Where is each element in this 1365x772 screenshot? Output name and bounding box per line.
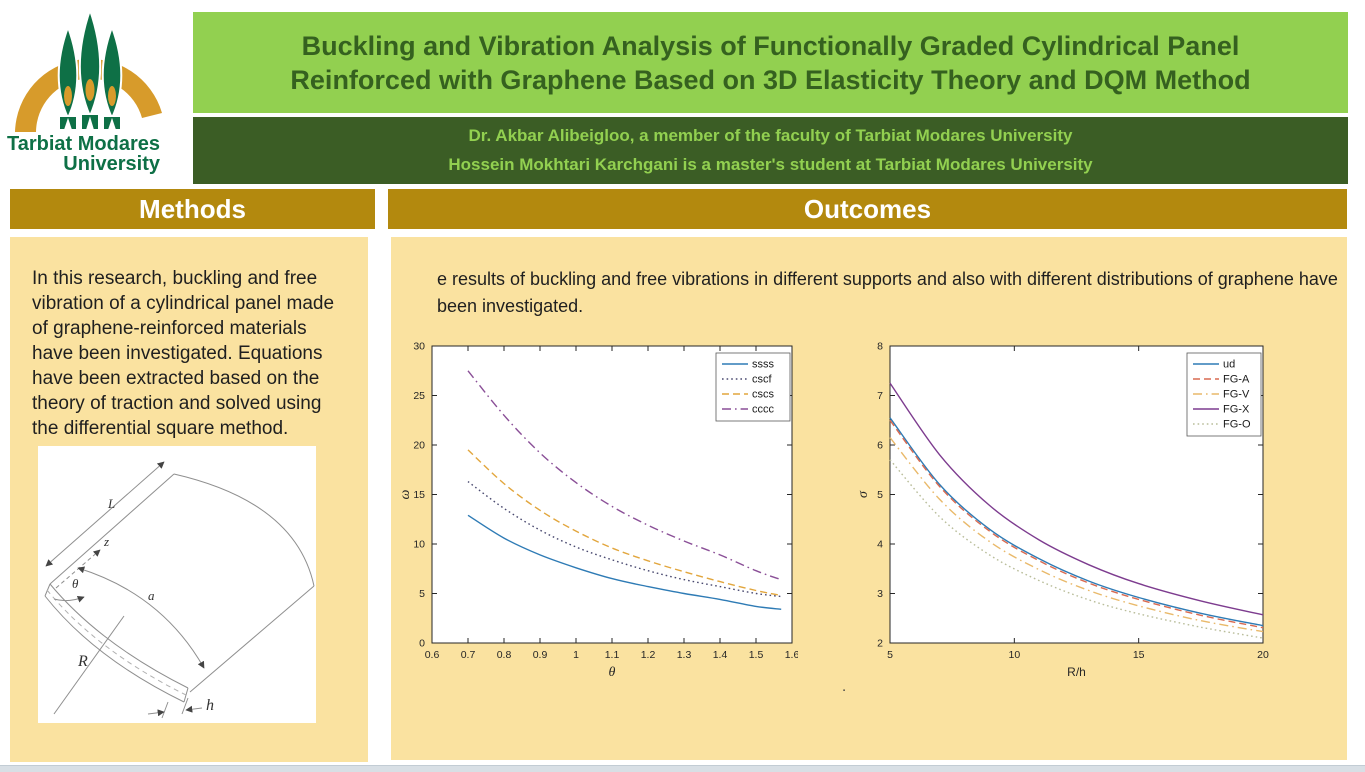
x-tick-label: 15: [1133, 649, 1145, 661]
diagram-label-theta: θ: [72, 576, 79, 591]
series-FG-A: [889, 419, 1264, 629]
logo-trees: [57, 6, 123, 131]
x-axis-label: θ: [609, 665, 616, 680]
legend-label: cscf: [752, 374, 773, 386]
series-cccc: [467, 370, 782, 581]
x-tick-label: 1.6: [785, 649, 798, 661]
methods-body-text: In this research, buckling and free vibr…: [32, 268, 335, 440]
legend-label: ud: [1223, 359, 1235, 371]
methods-section-header: Methods: [10, 189, 375, 229]
legend-label: FG-X: [1223, 404, 1250, 416]
x-tick-label: 0.9: [533, 649, 548, 661]
y-tick-label: 3: [877, 588, 883, 600]
diagram-label-z: z: [103, 534, 109, 549]
x-tick-label: 1.4: [713, 649, 728, 661]
diagram-label-L: L: [107, 496, 115, 511]
panel-geometry-diagram: L z θ a R h: [44, 461, 315, 719]
y-axis-label: σ: [856, 490, 871, 498]
y-tick-label: 7: [877, 390, 883, 402]
dim-line-L: [45, 461, 165, 567]
legend-label: FG-V: [1223, 389, 1250, 401]
series-ssss: [467, 514, 782, 610]
author-line2: Hossein Mokhtari Karchgani is a master's…: [448, 155, 1093, 174]
series-ud: [889, 417, 1264, 627]
diagram-label-a: a: [148, 588, 155, 603]
x-tick-label: 0.8: [497, 649, 512, 661]
series-FG-V: [889, 437, 1264, 633]
logo-text-line2: University: [63, 153, 161, 175]
legend-label: ssss: [752, 359, 775, 371]
x-tick-label: 5: [887, 649, 893, 661]
x-tick-label: 1: [573, 649, 579, 661]
legend-label: cccc: [752, 404, 775, 416]
sigma-vs-rh-chart: 5 10 15 20 2 3 4 5 6 7 8 R/h σ ud FG-A FG-V FG-X FG-O: [856, 341, 1269, 680]
radius-line-R: [53, 615, 125, 715]
legend-box: [1186, 352, 1262, 437]
x-tick-label: 1.1: [605, 649, 620, 661]
poster-title-line1: Buckling and Vibration Analysis of Funct…: [301, 30, 1240, 61]
diagram-label-R: R: [77, 653, 88, 670]
y-tick-label: 4: [877, 539, 883, 551]
y-tick-label: 0: [419, 638, 425, 650]
author-line1: Dr. Akbar Alibeigloo, a member of the fa…: [468, 126, 1073, 145]
x-tick-label: 1.2: [641, 649, 656, 661]
x-axis-label: R/h: [1067, 665, 1086, 679]
y-tick-label: 20: [413, 440, 425, 452]
y-tick-label: 2: [877, 638, 883, 650]
legend-label: FG-A: [1223, 374, 1250, 386]
y-tick-label: 8: [877, 341, 883, 353]
x-tick-label: 0.7: [461, 649, 476, 661]
x-tick-label: 1.3: [677, 649, 692, 661]
legend-label: FG-O: [1223, 419, 1251, 431]
university-logo-icon: Tarbiat Modares University: [7, 6, 162, 175]
x-tick-label: 1.5: [749, 649, 764, 661]
bottom-strip: [0, 765, 1365, 772]
x-tick-label: 10: [1008, 649, 1020, 661]
diagram-label-h: h: [206, 697, 214, 714]
y-tick-label: 10: [413, 539, 425, 551]
stray-dot: .: [842, 678, 847, 695]
logo-block: Tarbiat Modares University: [0, 0, 193, 188]
poster-title-line2: Reinforced with Graphene Based on 3D Ela…: [290, 64, 1251, 95]
y-tick-label: 6: [877, 440, 883, 452]
x-tick-label: 20: [1257, 649, 1269, 661]
panel-geometry-figure: L z θ a R h: [38, 446, 316, 723]
outcomes-body-text: e results of buckling and free vibration…: [437, 269, 1338, 316]
series-cscs: [467, 449, 782, 597]
y-tick-label: 25: [413, 390, 425, 402]
series-FG-X: [889, 382, 1264, 616]
y-axis-label: ω: [398, 489, 413, 499]
logo-arch: [15, 58, 162, 132]
legend-label: cscs: [752, 389, 775, 401]
y-tick-label: 30: [413, 341, 425, 353]
x-tick-label: 0.6: [425, 649, 440, 661]
omega-vs-theta-chart: 0.6 0.7 0.8 0.9 1 1.1 1.2 1.3 1.4 1.5 1.6 0 5 10 15 20 2…: [398, 341, 798, 681]
poster-title-band: Buckling and Vibration Analysis of Funct…: [193, 12, 1348, 113]
y-tick-label: 5: [877, 489, 883, 501]
y-tick-label: 15: [413, 489, 425, 501]
dim-arc-a: [77, 566, 205, 669]
series-cscf: [467, 481, 782, 598]
outcomes-section-header: Outcomes: [388, 189, 1347, 229]
axis-arrow-theta: [53, 595, 85, 603]
authors-band: Dr. Akbar Alibeigloo, a member of the fa…: [193, 117, 1348, 184]
y-tick-label: 5: [419, 588, 425, 600]
logo-text-line1: Tarbiat Modares: [7, 133, 160, 155]
